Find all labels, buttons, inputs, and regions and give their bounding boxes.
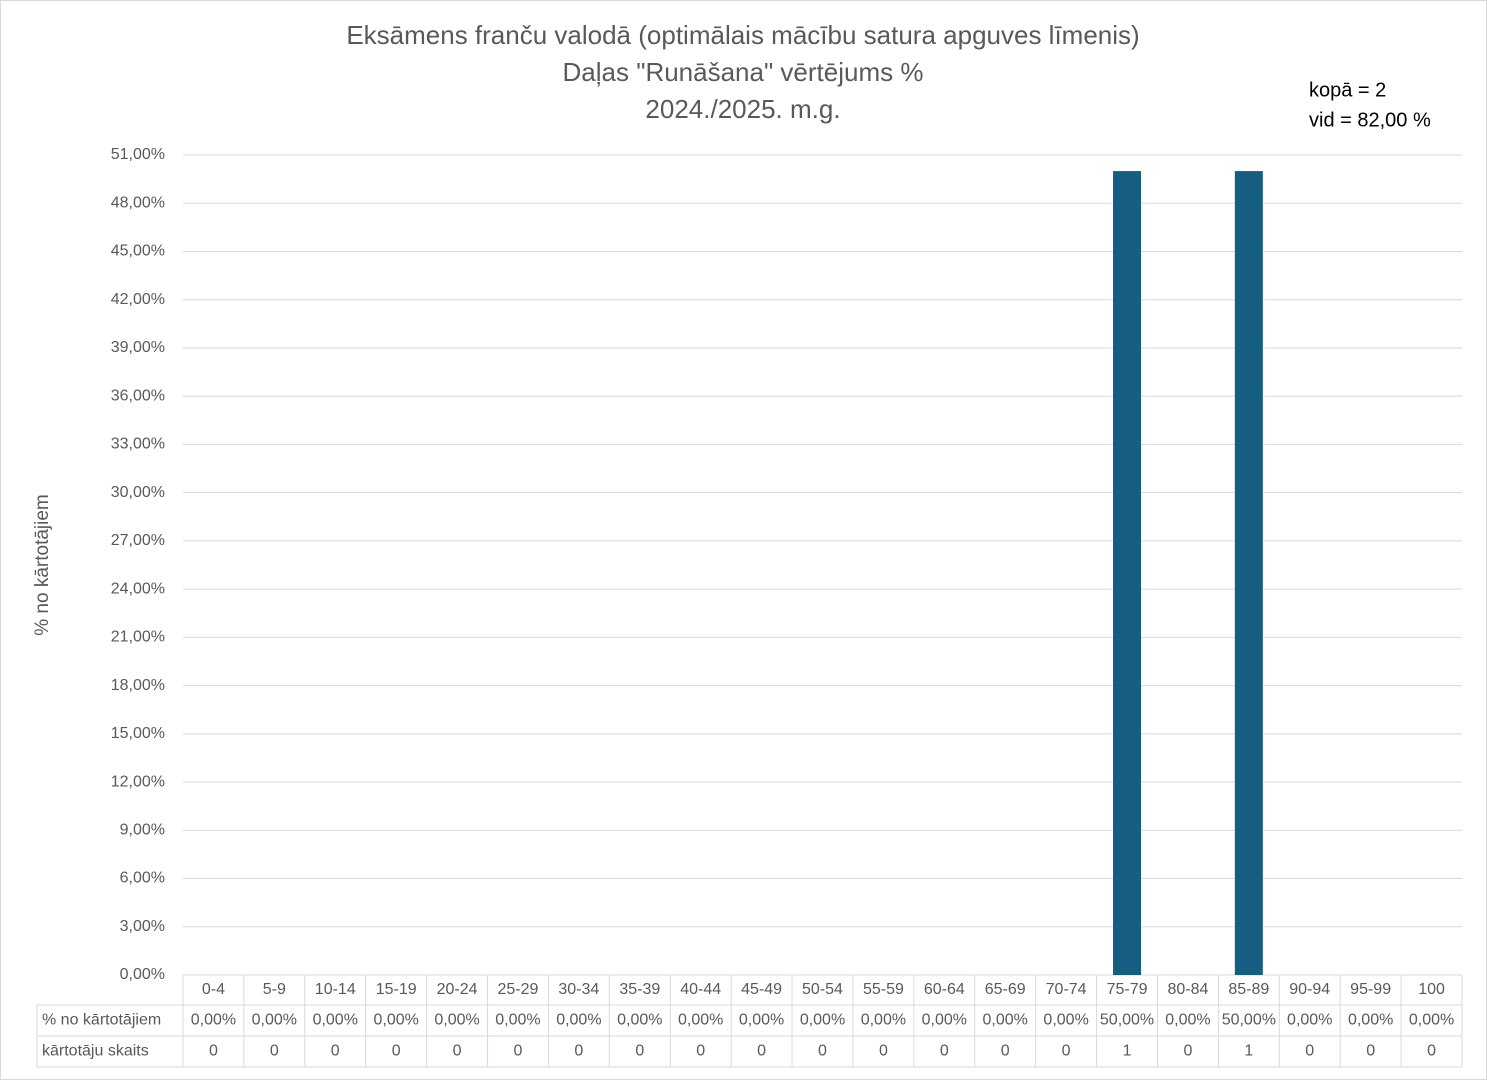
table-value: 0,00% <box>617 1012 662 1029</box>
table-row-label: % no kārtotājiem <box>42 1012 161 1029</box>
table-value: 0 <box>1183 1043 1192 1060</box>
table-value: 0,00% <box>739 1012 784 1029</box>
table-value: 0,00% <box>800 1012 845 1029</box>
table-value: 0 <box>757 1043 766 1060</box>
x-tick-label: 35-39 <box>619 981 660 998</box>
table-value: 0 <box>574 1043 583 1060</box>
table-value: 0,00% <box>1409 1012 1454 1029</box>
table-value: 0,00% <box>983 1012 1028 1029</box>
table-value: 0 <box>270 1043 279 1060</box>
table-value: 0,00% <box>373 1012 418 1029</box>
table-value: 0,00% <box>313 1012 358 1029</box>
y-tick-label: 0,00% <box>120 966 165 983</box>
table-value: 0 <box>1062 1043 1071 1060</box>
table-value: 50,00% <box>1222 1012 1276 1029</box>
y-tick-label: 27,00% <box>111 532 165 549</box>
annotation: vid = 82,00 % <box>1309 109 1431 131</box>
x-tick-label: 75-79 <box>1107 981 1148 998</box>
x-tick-label: 15-19 <box>376 981 417 998</box>
x-tick-label: 30-34 <box>558 981 599 998</box>
table-value: 0 <box>1305 1043 1314 1060</box>
table-value: 0,00% <box>1043 1012 1088 1029</box>
y-tick-label: 36,00% <box>111 387 165 404</box>
table-value: 0 <box>879 1043 888 1060</box>
x-tick-label: 40-44 <box>680 981 721 998</box>
x-tick-label: 55-59 <box>863 981 904 998</box>
table-value: 0,00% <box>861 1012 906 1029</box>
x-tick-label: 70-74 <box>1046 981 1087 998</box>
y-tick-label: 48,00% <box>111 194 165 211</box>
table-value: 1 <box>1244 1043 1253 1060</box>
x-tick-label: 65-69 <box>985 981 1026 998</box>
table-value: 0 <box>818 1043 827 1060</box>
table-value: 0,00% <box>495 1012 540 1029</box>
table-value: 0,00% <box>922 1012 967 1029</box>
table-value: 0 <box>331 1043 340 1060</box>
table-value: 0,00% <box>1165 1012 1210 1029</box>
y-tick-label: 30,00% <box>111 484 165 501</box>
y-tick-label: 3,00% <box>120 918 165 935</box>
x-tick-label: 0-4 <box>202 981 225 998</box>
chart-subtitle: 2024./2025. m.g. <box>645 94 840 124</box>
table-value: 0 <box>514 1043 523 1060</box>
y-tick-label: 39,00% <box>111 339 165 356</box>
x-tick-label: 5-9 <box>263 981 286 998</box>
y-tick-label: 42,00% <box>111 291 165 308</box>
y-tick-label: 33,00% <box>111 436 165 453</box>
table-value: 0,00% <box>1287 1012 1332 1029</box>
x-tick-label: 10-14 <box>315 981 356 998</box>
table-row-label: kārtotāju skaits <box>42 1043 149 1060</box>
table-value: 0 <box>1001 1043 1010 1060</box>
x-tick-label: 90-94 <box>1289 981 1330 998</box>
chart-title: Eksāmens franču valodā (optimālais mācīb… <box>346 20 1139 50</box>
x-tick-label: 85-89 <box>1228 981 1269 998</box>
x-tick-label: 50-54 <box>802 981 843 998</box>
y-axis-label: % no kārtotājiem <box>32 494 53 636</box>
table-value: 0,00% <box>1348 1012 1393 1029</box>
table-value: 0,00% <box>191 1012 236 1029</box>
y-tick-label: 12,00% <box>111 773 165 790</box>
table-value: 0 <box>453 1043 462 1060</box>
table-value: 0,00% <box>252 1012 297 1029</box>
bar <box>1234 171 1263 975</box>
table-value: 0 <box>392 1043 401 1060</box>
x-tick-label: 80-84 <box>1167 981 1208 998</box>
y-tick-label: 6,00% <box>120 870 165 887</box>
x-tick-label: 60-64 <box>924 981 965 998</box>
y-tick-label: 51,00% <box>111 146 165 163</box>
x-tick-label: 100 <box>1418 981 1445 998</box>
y-tick-label: 21,00% <box>111 629 165 646</box>
y-tick-label: 24,00% <box>111 580 165 597</box>
table-value: 0 <box>1366 1043 1375 1060</box>
table-value: 1 <box>1123 1043 1132 1060</box>
table-value: 0,00% <box>434 1012 479 1029</box>
table-value: 0 <box>940 1043 949 1060</box>
table-value: 0,00% <box>678 1012 723 1029</box>
table-value: 0,00% <box>556 1012 601 1029</box>
y-tick-label: 18,00% <box>111 677 165 694</box>
annotation: kopā = 2 <box>1309 79 1386 101</box>
x-tick-label: 95-99 <box>1350 981 1391 998</box>
table-value: 0 <box>1427 1043 1436 1060</box>
y-tick-label: 9,00% <box>120 822 165 839</box>
table-value: 0 <box>696 1043 705 1060</box>
bar <box>1113 171 1142 975</box>
y-tick-label: 45,00% <box>111 243 165 260</box>
x-tick-label: 20-24 <box>437 981 478 998</box>
chart-subtitle: Daļas "Runāšana" vērtējums % <box>563 57 924 87</box>
table-value: 0 <box>209 1043 218 1060</box>
y-tick-label: 15,00% <box>111 725 165 742</box>
x-tick-label: 45-49 <box>741 981 782 998</box>
table-value: 0 <box>635 1043 644 1060</box>
x-tick-label: 25-29 <box>498 981 539 998</box>
table-value: 50,00% <box>1100 1012 1154 1029</box>
